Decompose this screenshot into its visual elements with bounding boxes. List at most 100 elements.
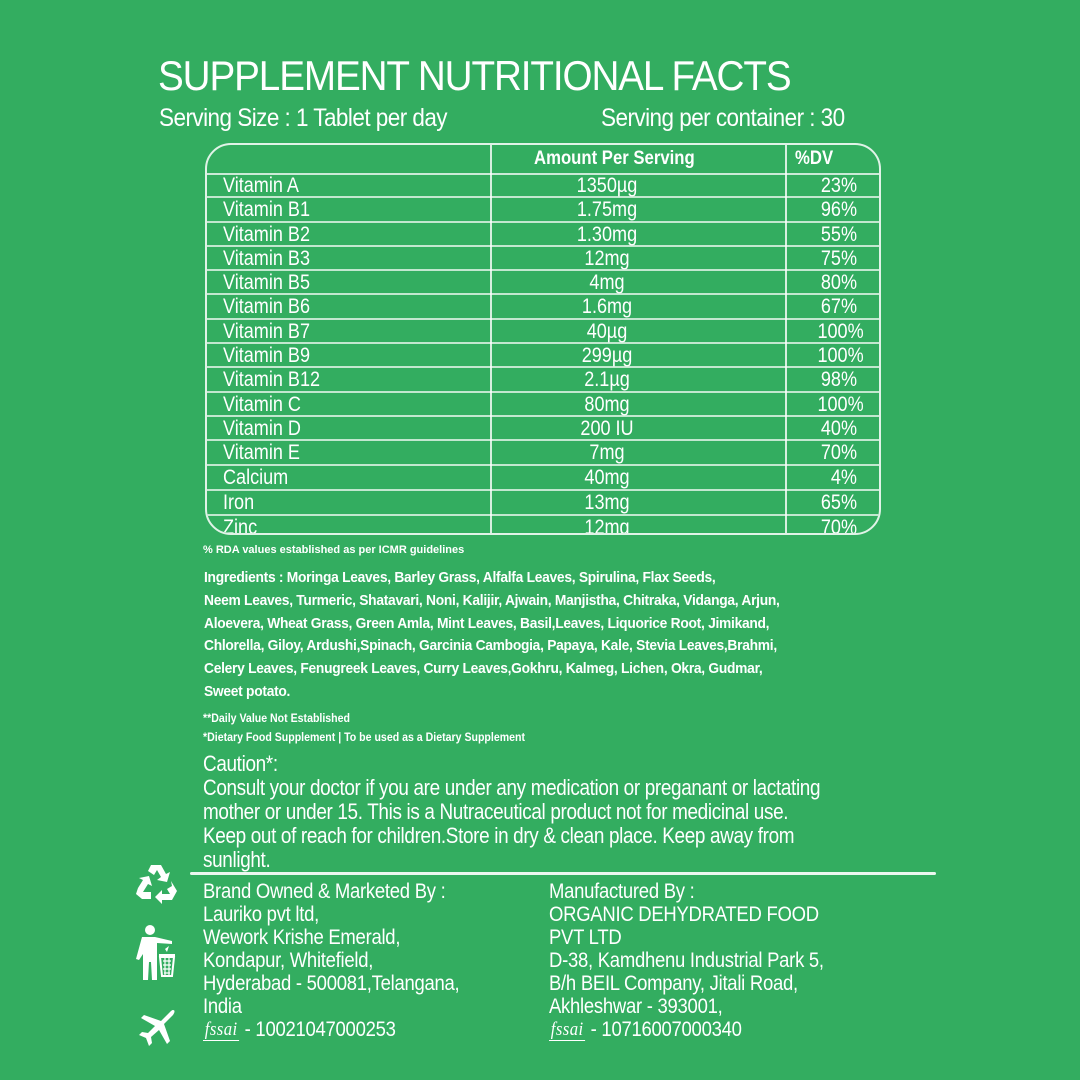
nutrient-name: Vitamin E (223, 441, 300, 465)
column-divider (785, 145, 787, 533)
nutrient-name: Iron (223, 490, 255, 514)
table-row: Vitamin C 80mg 100% (207, 393, 879, 417)
nutrient-dv: 65% (820, 490, 857, 514)
nutrient-dv: 98% (820, 368, 857, 392)
nutrient-name: Vitamin B2 (223, 222, 311, 246)
manufacturer-address-line: PVT LTD (549, 926, 622, 949)
nutrient-dv: 96% (820, 198, 857, 222)
nutrient-amount: 4mg (589, 271, 625, 295)
nutrient-dv: 100% (817, 392, 864, 416)
manufacturer-address-line: Akhleshwar - 393001, (549, 995, 723, 1018)
table-row: Vitamin A 1350µg 23% (207, 174, 879, 199)
table-row: Vitamin B6 1.6mg 67% (207, 295, 879, 320)
table-row: Vitamin B5 4mg 80% (207, 271, 879, 296)
table-row: Vitamin D 200 IU 40% (207, 416, 879, 442)
nutrient-amount: 1350µg (576, 174, 638, 197)
table-row: Vitamin E 7mg 70% (207, 441, 879, 466)
nutrient-dv: 67% (820, 295, 857, 319)
manufacturer-heading: Manufactured By : (549, 880, 695, 903)
brand-heading: Brand Owned & Marketed By : (203, 880, 446, 903)
table-row: Vitamin B3 12mg 75% (207, 246, 879, 272)
manufacturer-fssai-license: fssai - 10716007000340 (549, 1018, 824, 1041)
nutrient-name: Vitamin B1 (223, 198, 311, 222)
ingredients-line: Neem Leaves, Turmeric, Shatavari, Noni, … (204, 591, 780, 609)
nutrient-amount: 1.30mg (576, 222, 638, 246)
rda-footnote: % RDA values established as per ICMR gui… (203, 544, 465, 556)
caution-line: Keep out of reach for children.Store in … (203, 823, 795, 848)
nutrient-amount: 1.75mg (576, 198, 638, 222)
caution-line: Consult your doctor if you are under any… (203, 775, 821, 800)
brand-address-line: Kondapur, Whitefield, (203, 949, 374, 972)
brand-fssai-number: - 10021047000253 (244, 1018, 396, 1041)
ingredients-line: Ingredients : Moringa Leaves, Barley Gra… (204, 569, 716, 586)
nutrient-name: Vitamin C (223, 392, 301, 416)
nutrient-dv: 70% (820, 441, 857, 465)
nutrient-dv: 100% (817, 319, 864, 343)
recycle-icon (135, 862, 179, 904)
nutrient-name: Vitamin A (223, 174, 299, 197)
nutrient-amount: 13mg (584, 490, 630, 514)
ingredients-line: Sweet potato. (204, 682, 291, 700)
nutrient-dv: 70% (820, 515, 857, 535)
dietary-supplement-note: *Dietary Food Supplement | To be used as… (203, 732, 525, 744)
nutrient-name: Vitamin B7 (223, 319, 311, 343)
nutrient-dv: 23% (820, 174, 857, 197)
caution-heading: Caution*: (203, 751, 278, 776)
dispose-in-bin-icon (135, 924, 177, 982)
nutrient-dv: 100% (817, 344, 864, 368)
caution-section: Caution*: Consult your doctor if you are… (203, 752, 891, 872)
nutrient-name: Calcium (223, 465, 289, 489)
ingredients-line: Aloevera, Wheat Grass, Green Amla, Mint … (204, 614, 770, 632)
table-row: Vitamin B12 2.1µg 98% (207, 368, 879, 393)
serving-size: Serving Size : 1 Tablet per day (159, 104, 448, 132)
servings-per-container: Serving per container : 30 (601, 104, 845, 132)
brand-owner-address: Brand Owned & Marketed By : Lauriko pvt … (203, 880, 460, 1041)
nutrient-name: Vitamin B9 (223, 344, 311, 368)
ingredients-line: Celery Leaves, Fenugreek Leaves, Curry L… (204, 660, 763, 678)
nutrient-amount: 200 IU (580, 416, 634, 440)
table-row: Vitamin B2 1.30mg 55% (207, 223, 879, 247)
section-divider (190, 872, 936, 875)
nutrition-table: Amount Per Serving %DV Vitamin A 1350µg 23… (205, 143, 881, 535)
column-divider (490, 145, 492, 533)
nutrient-amount: 1.6mg (581, 295, 633, 319)
page-title: SUPPLEMENT NUTRITIONAL FACTS (158, 52, 792, 99)
caution-line: mother or under 15. This is a Nutraceuti… (203, 799, 789, 824)
brand-address-line: Hyderabad - 500081,Telangana, (203, 972, 460, 995)
table-row: Vitamin B1 1.75mg 96% (207, 198, 879, 223)
ingredients-list: Ingredients : Moringa Leaves, Barley Gra… (204, 567, 922, 704)
ingredients-line: Chlorella, Giloy, Ardushi,Spinach, Garci… (204, 637, 777, 655)
table-body: Vitamin A 1350µg 23% Vitamin B1 1.75mg 96% V… (207, 174, 879, 535)
manufacturer-address-line: D-38, Kamdhenu Industrial Park 5, (549, 949, 824, 972)
fssai-logo-icon: fssai (549, 1019, 586, 1041)
nutrient-amount: 12mg (584, 246, 630, 270)
nutrient-amount: 299µg (581, 344, 633, 368)
nutrient-amount: 40mg (584, 465, 630, 489)
caution-line: sunlight. (203, 847, 271, 872)
nutrient-amount: 12mg (584, 515, 630, 535)
table-row: Iron 13mg 65% (207, 491, 879, 516)
nutrient-amount: 40µg (586, 319, 628, 343)
nutrient-name: Vitamin D (223, 416, 301, 440)
nutrient-name: Zinc (223, 515, 258, 535)
column-header-amount: Amount Per Serving (534, 148, 695, 169)
table-row: Zinc 12mg 70% (207, 515, 879, 535)
table-row: Vitamin B7 40µg 100% (207, 319, 879, 345)
manufacturer-address: Manufactured By : ORGANIC DEHYDRATED FOO… (549, 880, 824, 1041)
nutrient-dv: 80% (820, 271, 857, 295)
nutrient-amount: 7mg (589, 441, 625, 465)
nutrient-name: Vitamin B12 (223, 368, 321, 392)
manufacturer-address-line: ORGANIC DEHYDRATED FOOD (549, 903, 819, 926)
nutrient-dv: 40% (820, 416, 857, 440)
nutrient-amount: 80mg (584, 392, 630, 416)
brand-fssai-license: fssai - 10021047000253 (203, 1018, 459, 1041)
airplane-icon (137, 1008, 177, 1048)
nutrient-dv: 75% (820, 246, 857, 270)
brand-address-line: India (203, 995, 242, 1018)
fssai-logo-icon: fssai (203, 1019, 240, 1041)
nutrient-dv: 55% (820, 222, 857, 246)
nutrient-name: Vitamin B3 (223, 246, 311, 270)
column-header-dv: %DV (795, 148, 834, 169)
daily-value-note: **Daily Value Not Established (203, 713, 350, 725)
table-row: Calcium 40mg 4% (207, 466, 879, 491)
